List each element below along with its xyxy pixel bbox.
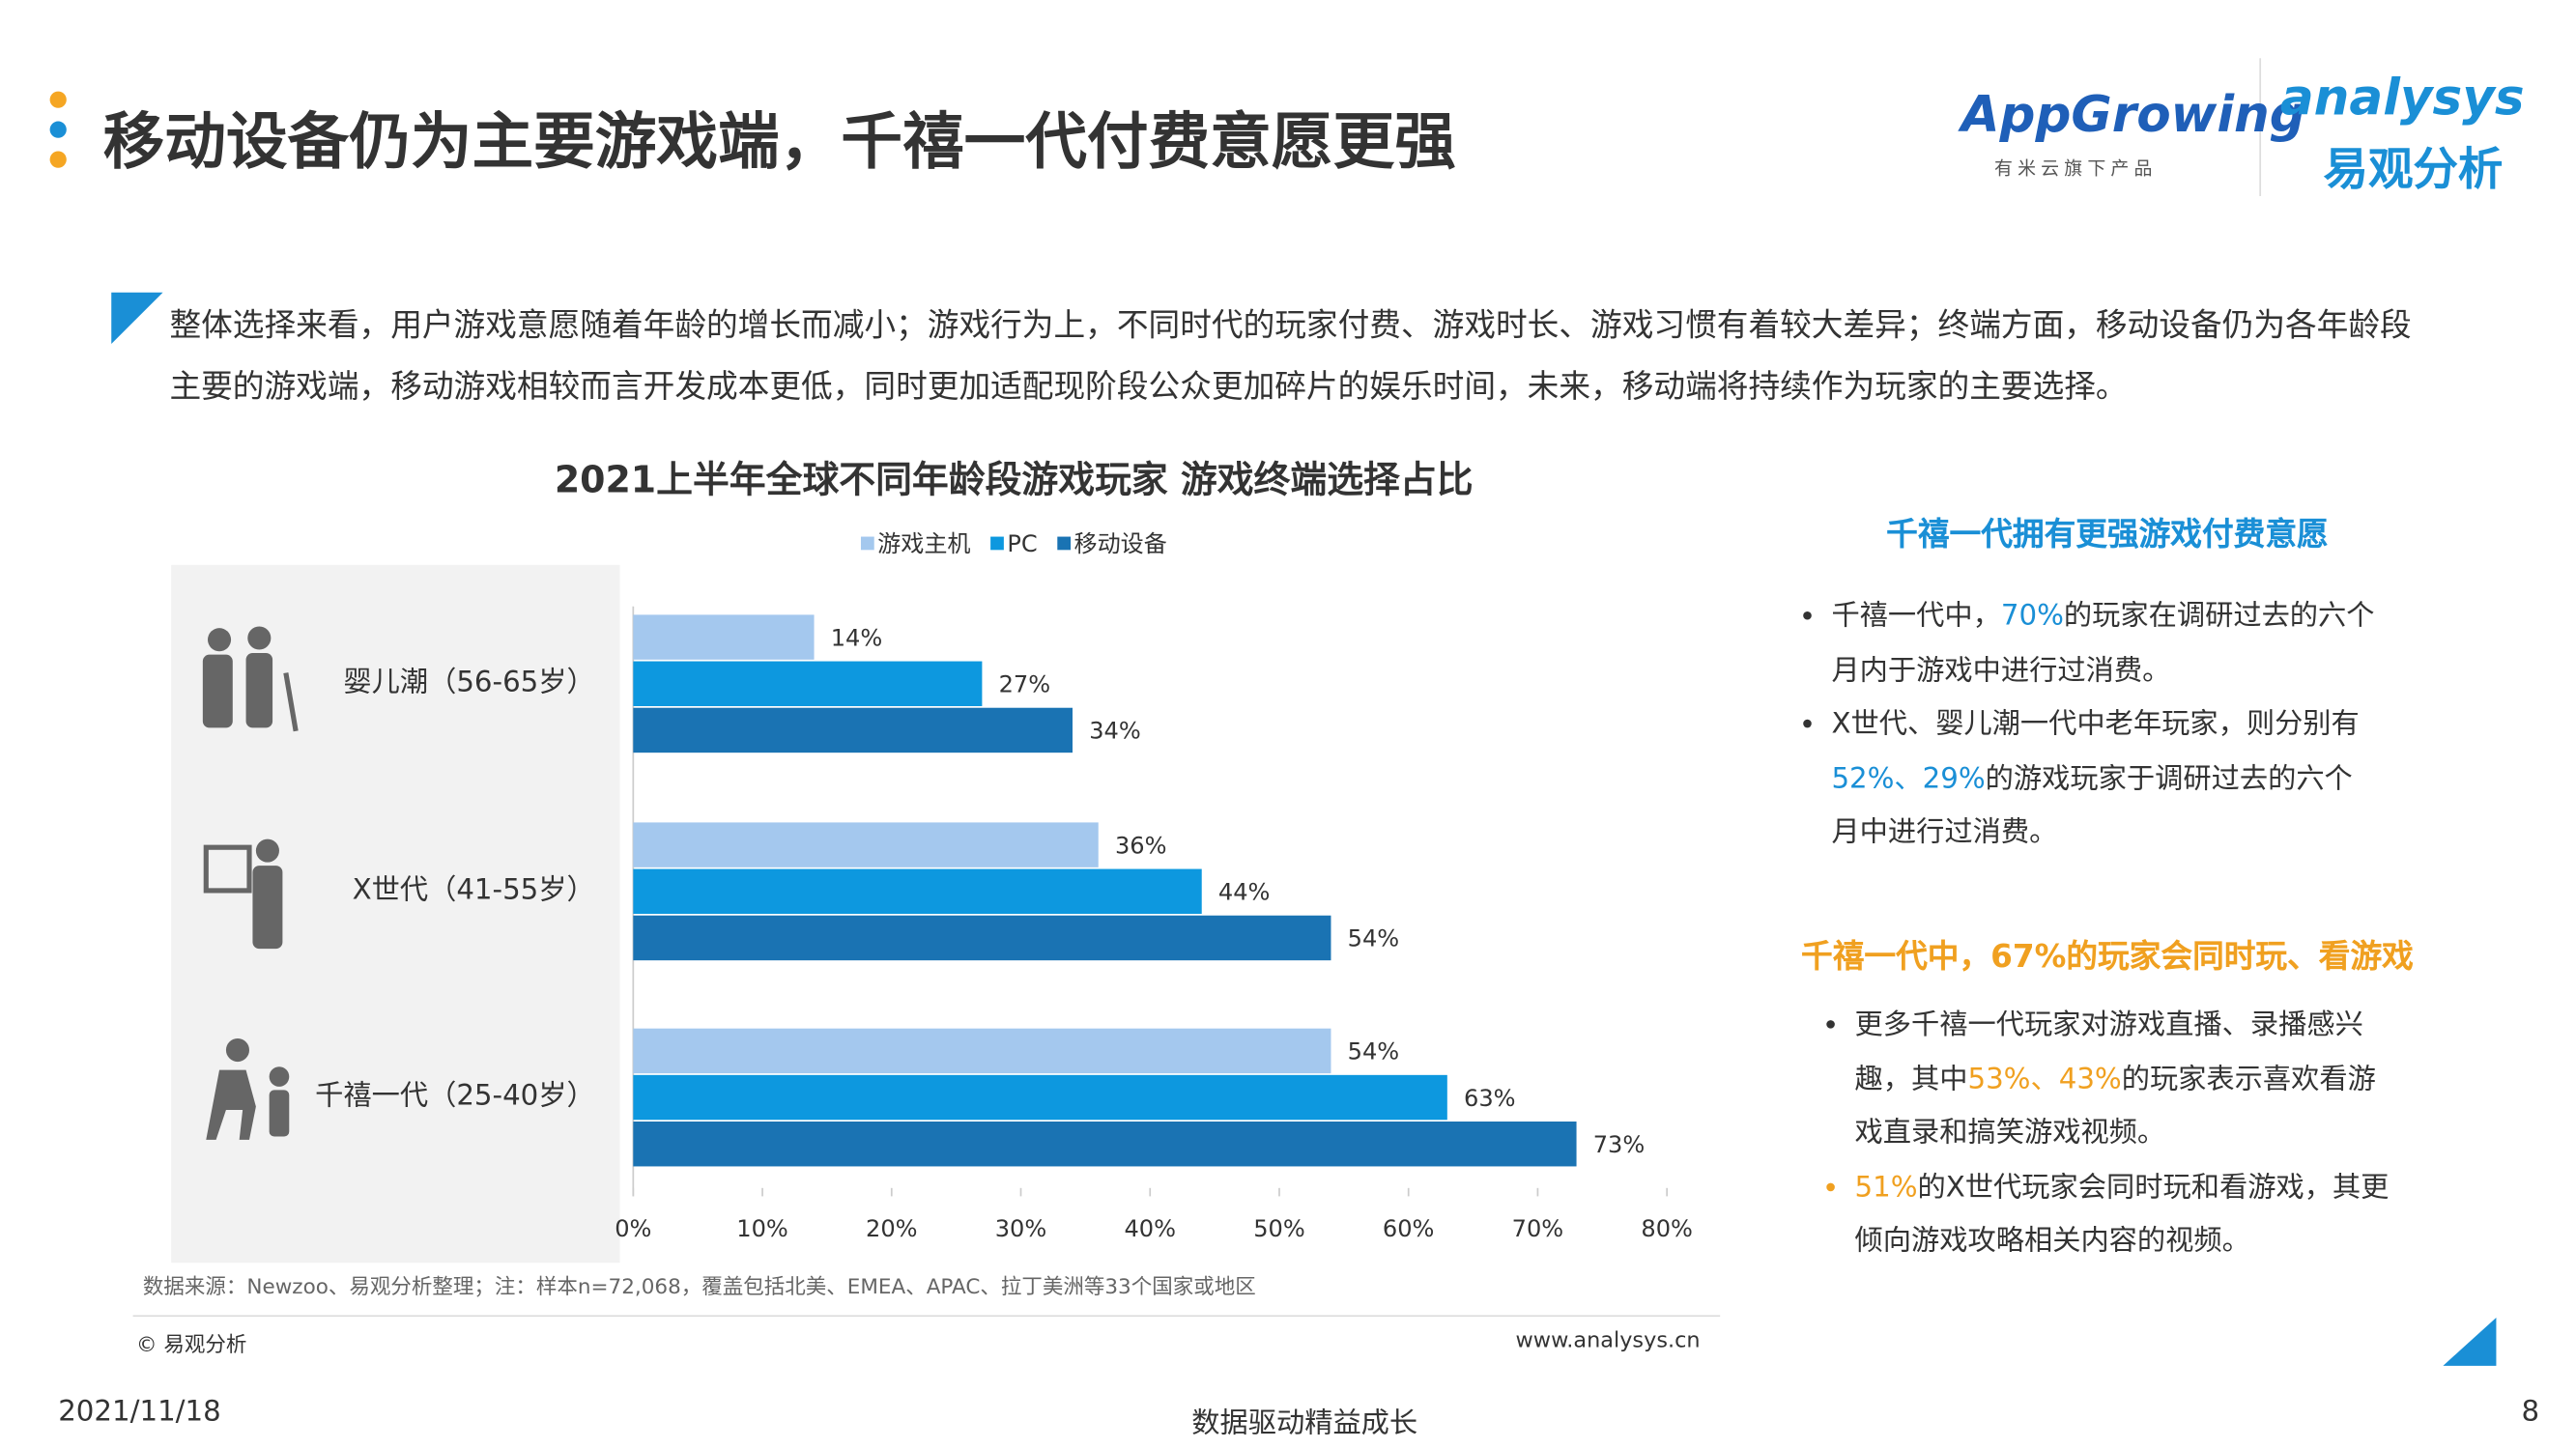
x-tick-label: 30% [995, 1215, 1047, 1242]
bullet-list: 更多千禧一代玩家对游戏直播、录播感兴趣，其中53%、43%的玩家表示喜欢看游戏直… [1815, 999, 2403, 1269]
bullet-text: 的游戏玩家于调研过去的六个月中进行过消费。 [1831, 761, 2353, 849]
bar [633, 822, 1099, 867]
footer-slogan: 数据驱动精益成长 [1191, 1406, 1418, 1441]
bullet-text: 的X世代玩家会同时玩和看游戏，其更倾向游戏攻略相关内容的视频。 [1854, 1170, 2390, 1259]
intro: 整体选择来看，用户游戏意愿随着年龄的增长而减小；游戏行为上，不同时代的玩家付费、… [169, 307, 2412, 406]
bar [633, 614, 815, 660]
bullet-text: 52%、29% [1831, 761, 1986, 796]
bar [633, 707, 1073, 753]
bar [633, 661, 983, 706]
bar [633, 1028, 1331, 1074]
category-label: X世代（41-55岁） [353, 872, 595, 905]
bullet: 更多千禧一代玩家对游戏直播、录播感兴趣，其中53%、43%的玩家表示喜欢看游戏直… [1855, 999, 2404, 1161]
x-tick-label: 20% [866, 1215, 918, 1242]
legend-label: 游戏主机 [877, 530, 970, 557]
x-tick-label: 50% [1253, 1215, 1305, 1242]
side-heading: 千禧一代中，67%的玩家会同时玩、看游戏 [1801, 938, 2414, 976]
bullet-text: 更多千禧一代玩家对游戏直播、录播感兴趣，其中 [1854, 1009, 2363, 1096]
value-label: 63% [1464, 1085, 1516, 1112]
chart-title: 2021上半年全球不同年龄段游戏玩家 游戏终端选择占比 [555, 458, 1474, 500]
bar [633, 1122, 1577, 1167]
page-number: 8 [2521, 1395, 2540, 1430]
logo: AppGrowing [1961, 86, 2305, 145]
value-label: 36% [1115, 832, 1167, 859]
copyright: © 易观分析 [136, 1333, 246, 1357]
x-tick-label: 10% [736, 1215, 788, 1242]
legend-label: PC [1007, 530, 1037, 557]
value-label: 44% [1218, 879, 1271, 906]
x-tick-label: 60% [1383, 1215, 1435, 1242]
corner-mark [111, 292, 163, 345]
bullet-text: X世代、婴儿潮一代中老年玩家，则分别有 [1831, 707, 2360, 742]
corner-mark [2443, 1317, 2497, 1366]
bullet: 千禧一代中，70%的玩家在调研过去的六个月内于游戏中进行过消费。 [1831, 590, 2380, 698]
value-label: 27% [999, 671, 1051, 698]
source: 数据来源：Newzoo、易观分析整理；注：样本n=72,068，覆盖包括北美、E… [143, 1275, 1256, 1299]
logo: analysys [2279, 70, 2525, 128]
website: www.analysys.cn [1516, 1328, 1701, 1353]
bullet: X世代、婴儿潮一代中老年玩家，则分别有 52%、29%的游戏玩家于调研过去的六个月… [1831, 697, 2380, 860]
icons [202, 626, 299, 1140]
bullet-text: 的玩家表示喜欢看游戏直录和搞笑游戏视频。 [1854, 1062, 2376, 1151]
logo-sub: 易观分析 [2323, 144, 2504, 196]
bullet-text: 51% [1854, 1170, 1918, 1205]
dot [49, 121, 67, 138]
bar [633, 868, 1202, 914]
bar [633, 915, 1331, 961]
legend-swatch [860, 536, 874, 551]
value-label: 34% [1089, 718, 1141, 745]
value-label: 54% [1348, 925, 1400, 952]
side-heading: 千禧一代拥有更强游戏付费意愿 [1886, 516, 2329, 554]
x-tick-label: 40% [1124, 1215, 1176, 1242]
legend-swatch [990, 536, 1004, 551]
bullet: 51%的X世代玩家会同时玩和看游戏，其更倾向游戏攻略相关内容的视频。 [1855, 1160, 2404, 1268]
bullet-list: 千禧一代中，70%的玩家在调研过去的六个月内于游戏中进行过消费。X世代、婴儿潮一… [1791, 590, 2380, 861]
bullet-text: 53%、43% [1967, 1062, 2122, 1096]
bullet-text: 千禧一代中， [1831, 599, 2001, 634]
footer-date: 2021/11/18 [58, 1395, 221, 1430]
value-label: 54% [1348, 1038, 1400, 1065]
value-label: 14% [831, 624, 883, 651]
x-tick-label: 70% [1512, 1215, 1564, 1242]
category-label: 婴儿潮（56-65岁） [343, 665, 594, 697]
logo-sub: 有米云旗下产品 [1994, 157, 2158, 180]
x-tick-label: 80% [1641, 1215, 1693, 1242]
title: 移动设备仍为主要游戏端，千禧一代付费意愿更强 [102, 106, 1456, 179]
bullet-text: 70% [2000, 599, 2064, 634]
legend-label: 移动设备 [1073, 530, 1166, 557]
dot [49, 91, 67, 108]
bar [633, 1074, 1447, 1121]
legend-swatch [1057, 536, 1072, 551]
category-label: 千禧一代（25-40岁） [315, 1079, 595, 1112]
x-tick-label: 0% [615, 1215, 651, 1242]
bullet-text: 的玩家在调研过去的六个月内于游戏中进行过消费。 [1831, 599, 2375, 688]
dot [49, 151, 67, 168]
value-label: 73% [1593, 1131, 1646, 1158]
